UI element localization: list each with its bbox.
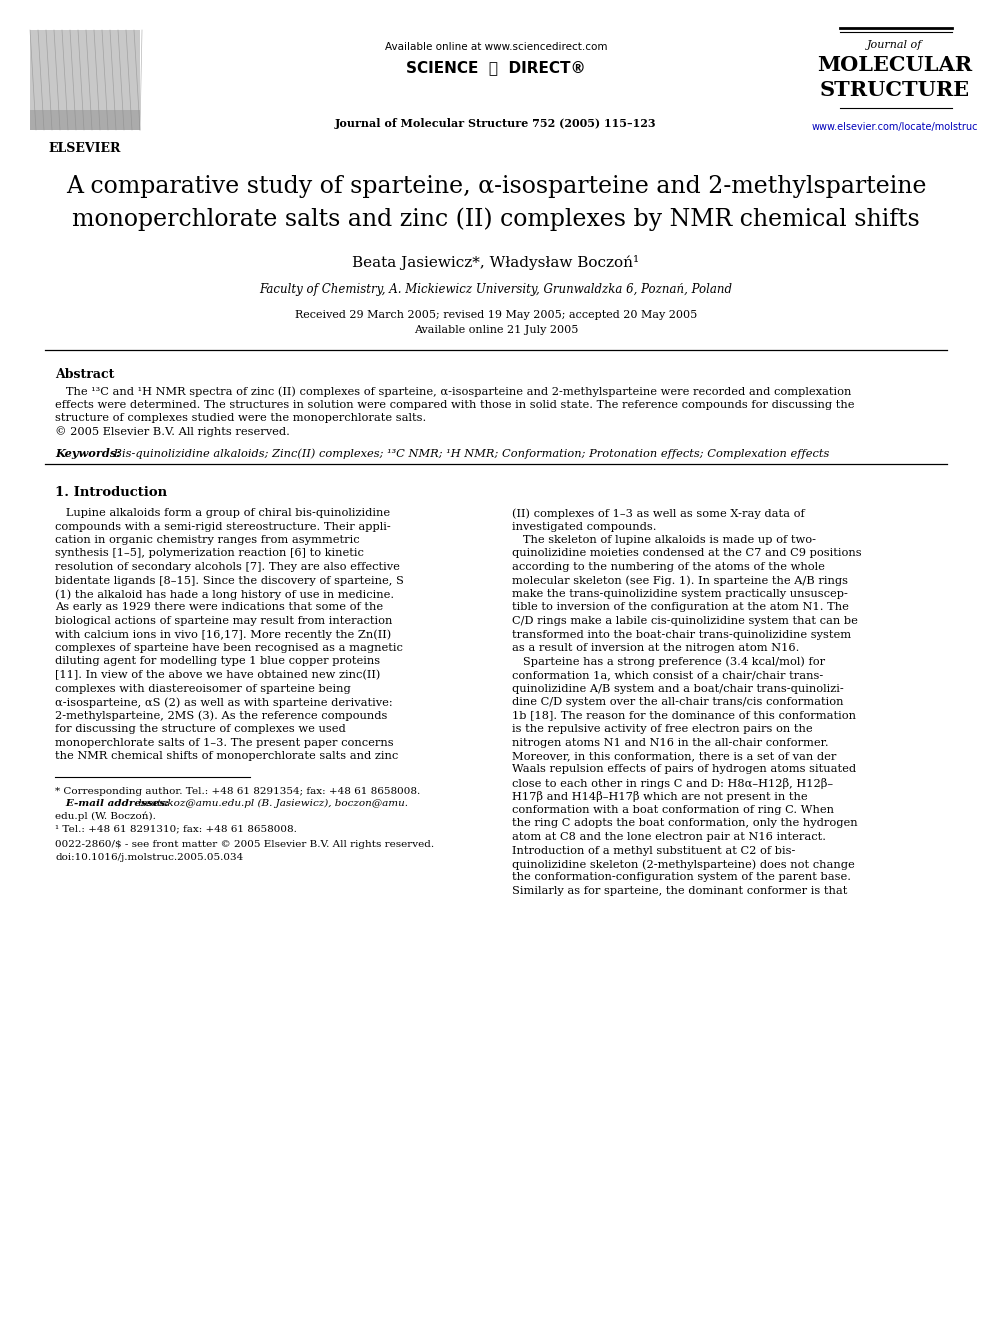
Text: synthesis [1–5], polymerization reaction [6] to kinetic: synthesis [1–5], polymerization reaction… xyxy=(55,549,364,558)
Text: The ¹³C and ¹H NMR spectra of zinc (II) complexes of sparteine, α-isosparteine a: The ¹³C and ¹H NMR spectra of zinc (II) … xyxy=(55,386,851,397)
Text: ELSEVIER: ELSEVIER xyxy=(49,142,121,155)
Text: compounds with a semi-rigid stereostructure. Their appli-: compounds with a semi-rigid stereostruct… xyxy=(55,521,391,532)
Text: * Corresponding author. Tel.: +48 61 8291354; fax: +48 61 8658008.: * Corresponding author. Tel.: +48 61 829… xyxy=(55,786,421,795)
Text: www.elsevier.com/locate/molstruc: www.elsevier.com/locate/molstruc xyxy=(811,122,978,132)
Text: bidentate ligands [8–15]. Since the discovery of sparteine, S: bidentate ligands [8–15]. Since the disc… xyxy=(55,576,404,586)
Text: conformation 1a, which consist of a chair/chair trans-: conformation 1a, which consist of a chai… xyxy=(512,669,823,680)
Text: investigated compounds.: investigated compounds. xyxy=(512,521,657,532)
Text: (II) complexes of 1–3 as well as some X-ray data of: (II) complexes of 1–3 as well as some X-… xyxy=(512,508,805,519)
Text: E-mail addresses:: E-mail addresses: xyxy=(55,799,169,808)
Text: Received 29 March 2005; revised 19 May 2005; accepted 20 May 2005: Received 29 March 2005; revised 19 May 2… xyxy=(295,310,697,320)
Text: is the repulsive activity of free electron pairs on the: is the repulsive activity of free electr… xyxy=(512,724,812,734)
Text: the NMR chemical shifts of monoperchlorate salts and zinc: the NMR chemical shifts of monoperchlora… xyxy=(55,751,398,761)
Text: the conformation-configuration system of the parent base.: the conformation-configuration system of… xyxy=(512,872,851,882)
Text: Waals repulsion effects of pairs of hydrogen atoms situated: Waals repulsion effects of pairs of hydr… xyxy=(512,765,856,774)
Text: biological actions of sparteine may result from interaction: biological actions of sparteine may resu… xyxy=(55,617,393,626)
Text: Moreover, in this conformation, there is a set of van der: Moreover, in this conformation, there is… xyxy=(512,751,836,761)
Text: nitrogen atoms N1 and N16 in the all-chair conformer.: nitrogen atoms N1 and N16 in the all-cha… xyxy=(512,737,828,747)
Text: conformation with a boat conformation of ring C. When: conformation with a boat conformation of… xyxy=(512,804,834,815)
Text: beatakoz@amu.edu.pl (B. Jasiewicz), boczon@amu.: beatakoz@amu.edu.pl (B. Jasiewicz), bocz… xyxy=(135,799,408,808)
Text: 1. Introduction: 1. Introduction xyxy=(55,486,167,499)
Text: Lupine alkaloids form a group of chiral bis-quinolizidine: Lupine alkaloids form a group of chiral … xyxy=(55,508,390,519)
Text: tible to inversion of the configuration at the atom N1. The: tible to inversion of the configuration … xyxy=(512,602,849,613)
Text: Available online at www.sciencedirect.com: Available online at www.sciencedirect.co… xyxy=(385,42,607,52)
Text: Faculty of Chemistry, A. Mickiewicz University, Grunwaldzka 6, Poznań, Poland: Faculty of Chemistry, A. Mickiewicz Univ… xyxy=(260,283,732,296)
Text: diluting agent for modelling type 1 blue copper proteins: diluting agent for modelling type 1 blue… xyxy=(55,656,380,667)
Text: Bis-quinolizidine alkaloids; Zinc(II) complexes; ¹³C NMR; ¹H NMR; Conformation; : Bis-quinolizidine alkaloids; Zinc(II) co… xyxy=(110,448,829,459)
Text: C/D rings make a labile cis-quinolizidine system that can be: C/D rings make a labile cis-quinolizidin… xyxy=(512,617,858,626)
Text: transformed into the boat-chair trans-quinolizidine system: transformed into the boat-chair trans-qu… xyxy=(512,630,851,639)
Bar xyxy=(30,110,140,130)
Text: resolution of secondary alcohols [7]. They are also effective: resolution of secondary alcohols [7]. Th… xyxy=(55,562,400,572)
Text: Sparteine has a strong preference (3.4 kcal/mol) for: Sparteine has a strong preference (3.4 k… xyxy=(512,656,825,667)
Text: doi:10.1016/j.molstruc.2005.05.034: doi:10.1016/j.molstruc.2005.05.034 xyxy=(55,853,243,863)
Text: structure of complexes studied were the monoperchlorate salts.: structure of complexes studied were the … xyxy=(55,413,427,423)
Text: The skeleton of lupine alkaloids is made up of two-: The skeleton of lupine alkaloids is made… xyxy=(512,534,816,545)
Text: As early as 1929 there were indications that some of the: As early as 1929 there were indications … xyxy=(55,602,383,613)
Text: edu.pl (W. Boczoń).: edu.pl (W. Boczoń). xyxy=(55,811,156,822)
Text: Similarly as for sparteine, the dominant conformer is that: Similarly as for sparteine, the dominant… xyxy=(512,886,847,896)
Text: A comparative study of sparteine, α-isosparteine and 2-methylsparteine: A comparative study of sparteine, α-isos… xyxy=(65,175,927,198)
Text: the ring C adopts the boat conformation, only the hydrogen: the ring C adopts the boat conformation,… xyxy=(512,819,858,828)
Text: Journal of Molecular Structure 752 (2005) 115–123: Journal of Molecular Structure 752 (2005… xyxy=(335,118,657,130)
Text: MOLECULAR: MOLECULAR xyxy=(817,56,972,75)
Text: effects were determined. The structures in solution were compared with those in : effects were determined. The structures … xyxy=(55,400,854,410)
Text: quinolizidine moieties condensed at the C7 and C9 positions: quinolizidine moieties condensed at the … xyxy=(512,549,862,558)
Text: as a result of inversion at the nitrogen atom N16.: as a result of inversion at the nitrogen… xyxy=(512,643,800,654)
Text: complexes of sparteine have been recognised as a magnetic: complexes of sparteine have been recogni… xyxy=(55,643,403,654)
Text: 2-methylsparteine, 2MS (3). As the reference compounds: 2-methylsparteine, 2MS (3). As the refer… xyxy=(55,710,387,721)
Text: quinolizidine A/B system and a boat/chair trans-quinolizi-: quinolizidine A/B system and a boat/chai… xyxy=(512,684,844,693)
Text: dine C/D system over the all-chair trans/cis conformation: dine C/D system over the all-chair trans… xyxy=(512,697,843,706)
Text: SCIENCE  ⓓ  DIRECT®: SCIENCE ⓓ DIRECT® xyxy=(406,60,586,75)
Text: atom at C8 and the lone electron pair at N16 interact.: atom at C8 and the lone electron pair at… xyxy=(512,832,826,841)
Text: [11]. In view of the above we have obtained new zinc(II): [11]. In view of the above we have obtai… xyxy=(55,669,380,680)
Text: H17β and H14β–H17β which are not present in the: H17β and H14β–H17β which are not present… xyxy=(512,791,807,803)
Text: monoperchlorate salts and zinc (II) complexes by NMR chemical shifts: monoperchlorate salts and zinc (II) comp… xyxy=(72,206,920,230)
Text: Keywords:: Keywords: xyxy=(55,448,120,459)
Text: for discussing the structure of complexes we used: for discussing the structure of complexe… xyxy=(55,724,346,734)
Text: Introduction of a methyl substituent at C2 of bis-: Introduction of a methyl substituent at … xyxy=(512,845,796,856)
Text: with calcium ions in vivo [16,17]. More recently the Zn(II): with calcium ions in vivo [16,17]. More … xyxy=(55,630,391,640)
Text: Journal of: Journal of xyxy=(867,40,923,50)
Text: according to the numbering of the atoms of the whole: according to the numbering of the atoms … xyxy=(512,562,825,572)
Text: monoperchlorate salts of 1–3. The present paper concerns: monoperchlorate salts of 1–3. The presen… xyxy=(55,737,394,747)
Text: Beata Jasiewicz*, Władysław Boczoń¹: Beata Jasiewicz*, Władysław Boczoń¹ xyxy=(352,255,640,270)
Text: 0022-2860/$ - see front matter © 2005 Elsevier B.V. All rights reserved.: 0022-2860/$ - see front matter © 2005 El… xyxy=(55,840,434,849)
Text: cation in organic chemistry ranges from asymmetric: cation in organic chemistry ranges from … xyxy=(55,534,360,545)
Text: close to each other in rings C and D: H8α–H12β, H12β–: close to each other in rings C and D: H8… xyxy=(512,778,833,789)
Text: complexes with diastereoisomer of sparteine being: complexes with diastereoisomer of sparte… xyxy=(55,684,351,693)
Text: STRUCTURE: STRUCTURE xyxy=(820,79,970,101)
Text: make the trans-quinolizidine system practically unsuscep-: make the trans-quinolizidine system prac… xyxy=(512,589,848,599)
Text: Available online 21 July 2005: Available online 21 July 2005 xyxy=(414,325,578,335)
Text: 1b [18]. The reason for the dominance of this conformation: 1b [18]. The reason for the dominance of… xyxy=(512,710,856,721)
Bar xyxy=(30,30,140,130)
Text: Abstract: Abstract xyxy=(55,368,114,381)
Text: © 2005 Elsevier B.V. All rights reserved.: © 2005 Elsevier B.V. All rights reserved… xyxy=(55,426,290,438)
Text: α-isosparteine, αS (2) as well as with sparteine derivative:: α-isosparteine, αS (2) as well as with s… xyxy=(55,697,393,708)
Text: (1) the alkaloid has hade a long history of use in medicine.: (1) the alkaloid has hade a long history… xyxy=(55,589,394,599)
Text: ¹ Tel.: +48 61 8291310; fax: +48 61 8658008.: ¹ Tel.: +48 61 8291310; fax: +48 61 8658… xyxy=(55,824,297,833)
Text: molecular skeleton (see Fig. 1). In sparteine the A/B rings: molecular skeleton (see Fig. 1). In spar… xyxy=(512,576,848,586)
Text: quinolizidine skeleton (2-methylsparteine) does not change: quinolizidine skeleton (2-methylspartein… xyxy=(512,859,855,869)
